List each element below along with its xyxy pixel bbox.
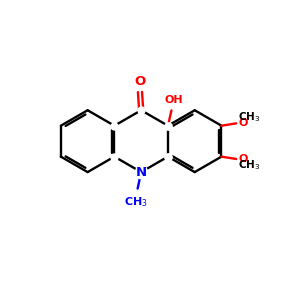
Text: O: O — [239, 118, 248, 128]
Text: CH$_3$: CH$_3$ — [238, 110, 260, 124]
Text: CH$_3$: CH$_3$ — [124, 196, 148, 209]
Text: O: O — [134, 75, 146, 88]
Text: N: N — [136, 166, 147, 178]
Text: OH: OH — [164, 95, 183, 105]
Text: CH$_3$: CH$_3$ — [238, 159, 260, 172]
Text: O: O — [239, 154, 248, 164]
